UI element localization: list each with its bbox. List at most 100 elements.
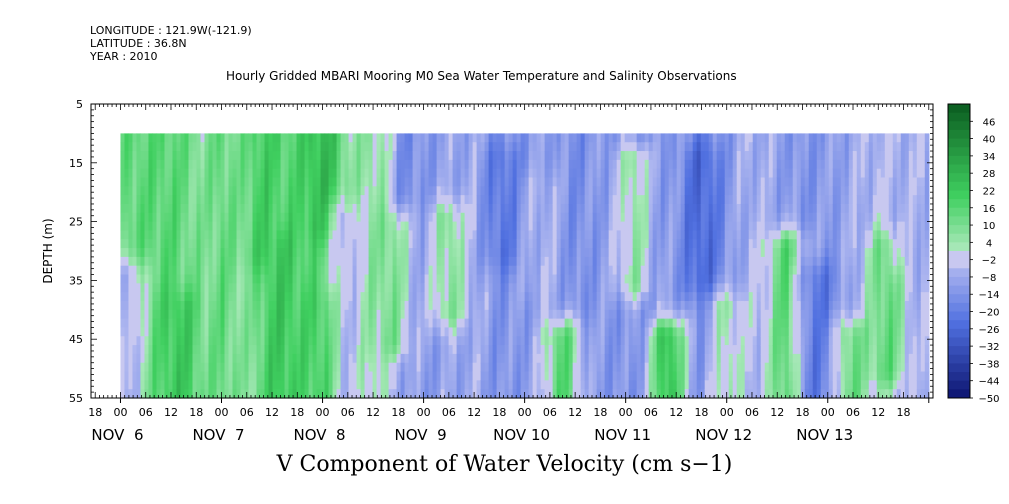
heatmap-cell <box>180 256 186 267</box>
heatmap-cell <box>452 203 458 214</box>
heatmap-cell <box>608 230 614 240</box>
heatmap-cell <box>148 256 154 267</box>
heatmap-cell <box>272 327 278 337</box>
heatmap-cell <box>264 309 270 320</box>
heatmap-cell <box>336 142 342 152</box>
heatmap-cell <box>412 371 418 381</box>
heatmap-cell <box>704 221 710 232</box>
heatmap-cell <box>624 159 630 170</box>
heatmap-cell <box>640 345 646 355</box>
heatmap-cell <box>524 203 530 214</box>
heatmap-cell <box>576 203 582 214</box>
heatmap-cell <box>180 239 186 249</box>
heatmap-cell <box>644 221 650 232</box>
heatmap-cell <box>604 283 610 293</box>
heatmap-cell <box>148 389 154 399</box>
heatmap-cell <box>440 186 446 196</box>
heatmap-cell <box>504 256 510 267</box>
heatmap-cell <box>696 327 702 337</box>
heatmap-cell <box>128 133 134 143</box>
heatmap-cell <box>164 283 170 293</box>
heatmap-cell <box>132 195 138 205</box>
heatmap-cell <box>284 159 290 170</box>
heatmap-cell <box>540 151 546 161</box>
heatmap-cell <box>560 151 566 161</box>
heatmap-cell <box>616 345 622 355</box>
heatmap-cell <box>532 203 538 214</box>
heatmap-cell <box>280 380 286 390</box>
heatmap-cell <box>372 362 378 373</box>
heatmap-cell <box>192 248 198 258</box>
heatmap-cell <box>320 309 326 320</box>
heatmap-cell <box>772 168 778 179</box>
heatmap-cell <box>144 159 150 170</box>
heatmap-cell <box>592 256 598 267</box>
heatmap-cell <box>720 212 726 223</box>
heatmap-cell <box>280 133 286 143</box>
heatmap-cell <box>652 177 658 187</box>
heatmap-cell <box>128 362 134 373</box>
heatmap-cell <box>740 345 746 355</box>
heatmap-cell <box>728 265 734 276</box>
heatmap-cell <box>524 212 530 223</box>
heatmap-cell <box>184 159 190 170</box>
heatmap-cell <box>480 248 486 258</box>
heatmap-cell <box>336 283 342 293</box>
heatmap-cell <box>728 195 734 205</box>
heatmap-cell <box>756 212 762 223</box>
heatmap-cell <box>384 336 390 346</box>
heatmap-cell <box>168 371 174 381</box>
heatmap-cell <box>424 265 430 276</box>
heatmap-cell <box>528 318 534 329</box>
heatmap-cell <box>188 256 194 267</box>
heatmap-cell <box>192 274 198 284</box>
heatmap-cell <box>540 168 546 179</box>
heatmap-cell <box>416 283 422 293</box>
heatmap-cell <box>204 353 210 364</box>
heatmap-cell <box>412 362 418 373</box>
heatmap-cell <box>592 327 598 337</box>
heatmap-cell <box>688 274 694 284</box>
heatmap-cell <box>676 345 682 355</box>
heatmap-cell <box>324 186 330 196</box>
heatmap-cell <box>424 168 430 179</box>
heatmap-cell <box>404 239 410 249</box>
heatmap-cell <box>640 239 646 249</box>
heatmap-cell <box>400 300 406 311</box>
heatmap-cell <box>624 133 630 143</box>
heatmap-cell <box>148 186 154 196</box>
heatmap-cell <box>372 318 378 329</box>
heatmap-cell <box>716 265 722 276</box>
heatmap-cell <box>580 336 586 346</box>
heatmap-cell <box>668 221 674 232</box>
heatmap-cell <box>756 327 762 337</box>
heatmap-cell <box>308 256 314 267</box>
heatmap-cell <box>344 389 350 399</box>
heatmap-cell <box>276 371 282 381</box>
heatmap-cell <box>476 151 482 161</box>
heatmap-cell <box>260 203 266 214</box>
heatmap-cell <box>292 239 298 249</box>
heatmap-cell <box>452 265 458 276</box>
heatmap-cell <box>572 336 578 346</box>
heatmap-cell <box>736 345 742 355</box>
heatmap-cell <box>532 336 538 346</box>
heatmap-cell <box>684 221 690 232</box>
heatmap-cell <box>196 142 202 152</box>
heatmap-cell <box>452 274 458 284</box>
heatmap-cell <box>368 239 374 249</box>
heatmap-cell <box>600 248 606 258</box>
heatmap-cell <box>592 380 598 390</box>
heatmap-cell <box>696 177 702 187</box>
heatmap-cell <box>416 256 422 267</box>
heatmap-cell <box>556 248 562 258</box>
heatmap-cell <box>600 239 606 249</box>
heatmap-cell <box>556 151 562 161</box>
heatmap-cell <box>552 212 558 223</box>
heatmap-cell <box>304 248 310 258</box>
heatmap-cell <box>476 380 482 390</box>
heatmap-cell <box>176 248 182 258</box>
heatmap-cell <box>672 239 678 249</box>
heatmap-cell <box>380 353 386 364</box>
heatmap-cell <box>120 318 126 329</box>
